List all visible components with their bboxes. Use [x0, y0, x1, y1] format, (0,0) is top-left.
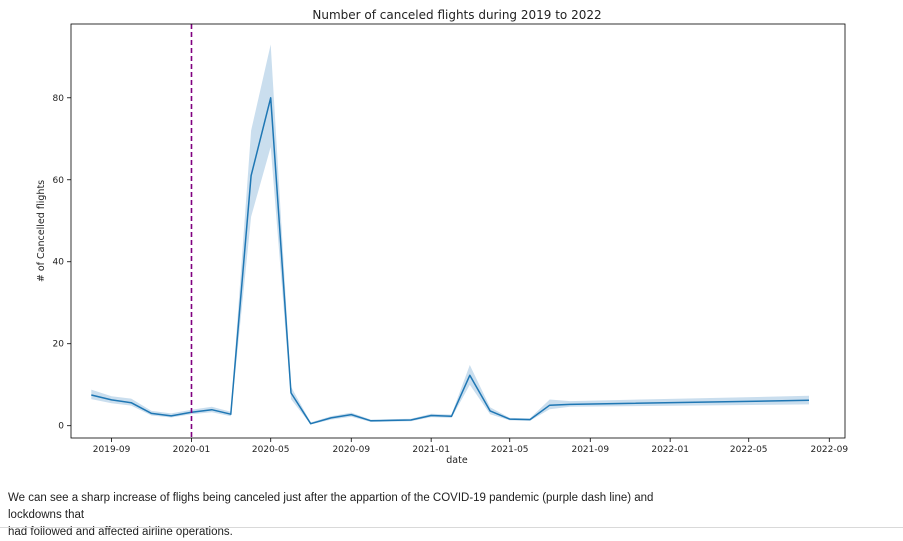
- line-chart: Number of canceled flights during 2019 t…: [0, 0, 903, 480]
- x-tick-label: 2019-09: [93, 445, 131, 455]
- x-axis-ticks: 2019-09 2020-01 2020-05 2020-09 2021-01 2021-…: [93, 438, 849, 455]
- analysis-caption: We can see a sharp increase of flighs be…: [8, 490, 708, 541]
- y-tick-label: 80: [53, 94, 65, 104]
- x-tick-label: 2021-01: [412, 445, 450, 455]
- y-tick-label: 0: [58, 422, 64, 432]
- y-tick-label: 20: [53, 340, 65, 350]
- x-tick-label: 2022-05: [730, 445, 768, 455]
- y-axis-ticks: 0 20 40 60 80: [53, 94, 71, 432]
- plot-frame: [71, 24, 845, 438]
- x-tick-label: 2020-01: [173, 445, 211, 455]
- caption-line-1: We can see a sharp increase of flighs be…: [8, 490, 708, 524]
- x-tick-label: 2022-09: [810, 445, 848, 455]
- x-tick-label: 2021-09: [571, 445, 609, 455]
- series-line: [91, 98, 809, 424]
- y-tick-label: 60: [53, 176, 65, 186]
- confidence-band: [91, 45, 809, 425]
- x-tick-label: 2020-05: [252, 445, 290, 455]
- chart-container: Number of canceled flights during 2019 t…: [0, 0, 903, 480]
- x-tick-label: 2021-05: [491, 445, 529, 455]
- y-axis-label: # of Cancelled flights: [36, 180, 47, 282]
- x-tick-label: 2020-09: [332, 445, 370, 455]
- cell-divider: [0, 527, 903, 528]
- series-line-layer: [91, 98, 809, 424]
- chart-title: Number of canceled flights during 2019 t…: [312, 8, 601, 22]
- x-axis-label: date: [446, 455, 468, 466]
- y-tick-label: 40: [53, 258, 65, 268]
- x-tick-label: 2022-01: [651, 445, 689, 455]
- confidence-band-layer: [91, 45, 809, 425]
